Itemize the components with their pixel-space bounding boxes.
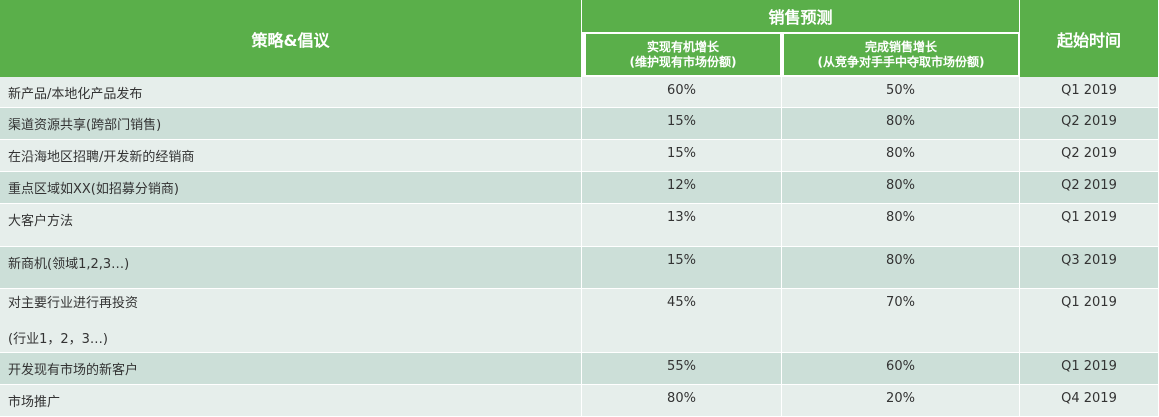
cell-text: 50% bbox=[886, 83, 915, 98]
table-cell: 15% bbox=[582, 247, 782, 289]
cell-text: 12% bbox=[667, 178, 696, 193]
cell-text: 市场推广 bbox=[8, 395, 61, 410]
cell-text: Q4 2019 bbox=[1061, 391, 1117, 406]
cell-text: 45% bbox=[667, 295, 696, 310]
table-cell: Q1 2019 bbox=[1020, 204, 1159, 247]
cell-text: 新产品/本地化产品发布 bbox=[8, 87, 143, 102]
header-cell: 策略&倡议 bbox=[0, 0, 582, 77]
cell-text: 20% bbox=[886, 391, 915, 406]
cell-text: 对主要行业进行再投资 bbox=[8, 296, 139, 311]
cell-text: 渠道资源共享(跨部门销售) bbox=[8, 118, 162, 133]
header-text: 起始时间 bbox=[1056, 30, 1121, 50]
table-cell: 15% bbox=[582, 140, 782, 172]
table-cell: 12% bbox=[582, 172, 782, 204]
header-text: 策略&倡议 bbox=[251, 30, 330, 50]
cell-text: 开发现有市场的新客户 bbox=[8, 363, 139, 378]
subheader-text: 完成销售增长 bbox=[864, 39, 937, 54]
cell-text: 重点区域如XX(如招募分销商) bbox=[8, 182, 179, 197]
table-cell: 45% bbox=[582, 289, 782, 353]
table-cell: 80% bbox=[782, 108, 1020, 140]
cell-text: 15% bbox=[667, 253, 696, 268]
table-cell: 60% bbox=[782, 353, 1020, 385]
table-cell: Q2 2019 bbox=[1020, 140, 1159, 172]
subheader-text: (从竞争对手手中夺取市场份额) bbox=[817, 54, 985, 69]
cell-text: 80% bbox=[886, 114, 915, 129]
cell-text: 60% bbox=[667, 83, 696, 98]
table-cell: 重点区域如XX(如招募分销商) bbox=[0, 172, 582, 204]
cell-text: 大客户方法 bbox=[8, 214, 74, 229]
cell-text: Q1 2019 bbox=[1061, 295, 1117, 310]
cell-text: 80% bbox=[667, 391, 696, 406]
table-cell: Q1 2019 bbox=[1020, 353, 1159, 385]
table-cell: 70% bbox=[782, 289, 1020, 353]
cell-text: 80% bbox=[886, 253, 915, 268]
table-cell: 55% bbox=[582, 353, 782, 385]
cell-text: 80% bbox=[886, 210, 915, 225]
table-cell: 大客户方法 bbox=[0, 204, 582, 247]
cell-text: 新商机(领域1,2,3…) bbox=[8, 257, 130, 272]
cell-text: Q1 2019 bbox=[1061, 359, 1117, 374]
subheader-text: (维护现有市场份额) bbox=[629, 54, 737, 69]
table-cell: 在沿海地区招聘/开发新的经销商 bbox=[0, 140, 582, 172]
table-cell: 13% bbox=[582, 204, 782, 247]
table-cell: 市场推广 bbox=[0, 385, 582, 417]
table-cell: 50% bbox=[782, 77, 1020, 108]
table-cell: Q1 2019 bbox=[1020, 77, 1159, 108]
table-cell: Q3 2019 bbox=[1020, 247, 1159, 289]
cell-text: 80% bbox=[886, 178, 915, 193]
cell-text: 60% bbox=[886, 359, 915, 374]
header-cell: 销售预测 bbox=[582, 0, 1020, 32]
subheader-text: 实现有机增长 bbox=[646, 39, 719, 54]
cell-text: 55% bbox=[667, 359, 696, 374]
cell-text: 15% bbox=[667, 114, 696, 129]
cell-text: 13% bbox=[667, 210, 696, 225]
table-cell: 新商机(领域1,2,3…) bbox=[0, 247, 582, 289]
cell-text: 在沿海地区招聘/开发新的经销商 bbox=[8, 150, 195, 165]
table-cell: 对主要行业进行再投资 (行业1，2，3…) bbox=[0, 289, 582, 353]
cell-text: Q2 2019 bbox=[1061, 146, 1117, 161]
cell-text: 80% bbox=[886, 146, 915, 161]
table-cell: 开发现有市场的新客户 bbox=[0, 353, 582, 385]
table-cell: Q2 2019 bbox=[1020, 172, 1159, 204]
table-cell: 20% bbox=[782, 385, 1020, 417]
header-text: 销售预测 bbox=[768, 8, 833, 27]
cell-text: Q2 2019 bbox=[1061, 178, 1117, 193]
cell-text: Q3 2019 bbox=[1061, 253, 1117, 268]
table-cell: Q4 2019 bbox=[1020, 385, 1159, 417]
table-cell: 80% bbox=[782, 172, 1020, 204]
cell-text: Q2 2019 bbox=[1061, 114, 1117, 129]
table-cell: Q2 2019 bbox=[1020, 108, 1159, 140]
table-cell: 渠道资源共享(跨部门销售) bbox=[0, 108, 582, 140]
subheader-cell: 实现有机增长 (维护现有市场份额) bbox=[584, 32, 782, 77]
cell-text: Q1 2019 bbox=[1061, 83, 1117, 98]
table-cell: 60% bbox=[582, 77, 782, 108]
cell-text: 15% bbox=[667, 146, 696, 161]
table-cell: 80% bbox=[582, 385, 782, 417]
table-cell: Q1 2019 bbox=[1020, 289, 1159, 353]
table-cell: 80% bbox=[782, 140, 1020, 172]
table-cell: 新产品/本地化产品发布 bbox=[0, 77, 582, 108]
subheader-cell: 完成销售增长 (从竞争对手手中夺取市场份额) bbox=[782, 32, 1020, 77]
cell-text: Q1 2019 bbox=[1061, 210, 1117, 225]
cell-text: (行业1，2，3…) bbox=[8, 332, 108, 347]
cell-text: 70% bbox=[886, 295, 915, 310]
table-cell: 15% bbox=[582, 108, 782, 140]
header-cell: 起始时间 bbox=[1020, 0, 1159, 77]
table-cell: 80% bbox=[782, 247, 1020, 289]
table-cell: 80% bbox=[782, 204, 1020, 247]
